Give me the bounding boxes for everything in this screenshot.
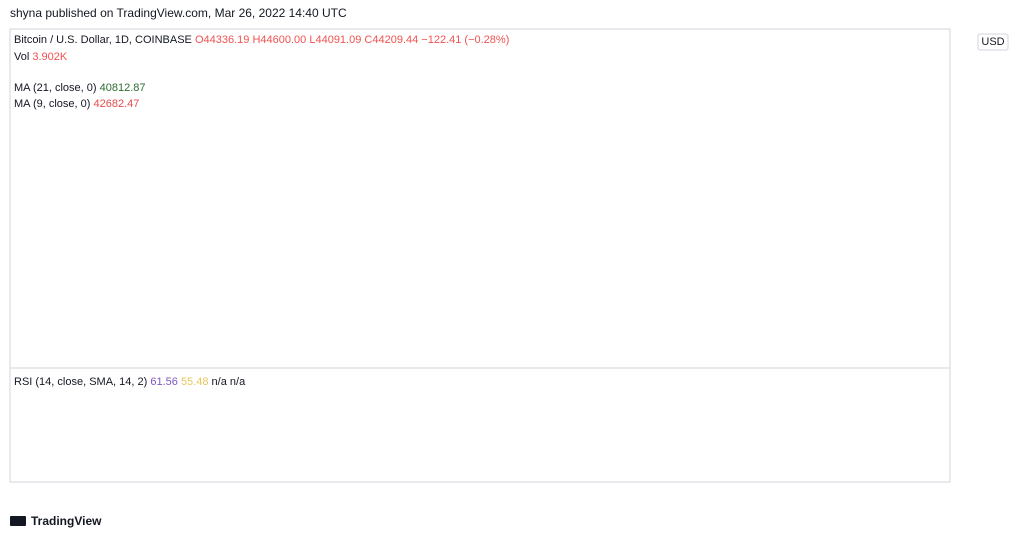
ma21-value: 40812.87 — [100, 82, 146, 94]
ma9-name: MA (9, close, 0) — [14, 98, 90, 110]
na: n/a — [212, 376, 228, 388]
low: L44091.09 — [309, 34, 361, 46]
legend-vol: Vol 3.902K — [14, 51, 68, 63]
rsi-value: 61.56 — [150, 376, 178, 388]
na: n/a — [230, 376, 246, 388]
currency[interactable]: USD — [981, 36, 1004, 48]
ma9-value: 42682.47 — [93, 98, 139, 110]
change: −122.41 (−0.28%) — [421, 34, 509, 46]
close: C44209.44 — [364, 34, 418, 46]
open: O44336.19 — [195, 34, 249, 46]
header: shyna published on TradingView.com, Mar … — [10, 6, 347, 20]
legend-ma9: MA (9, close, 0) 42682.47 — [14, 98, 139, 110]
vol-value: 3.902K — [32, 51, 68, 63]
legend-rsi: RSI (14, close, SMA, 14, 2) 61.56 55.48 … — [14, 376, 246, 388]
rsi-name: RSI (14, close, SMA, 14, 2) — [14, 376, 147, 388]
currency-box[interactable] — [977, 33, 1009, 51]
logo — [10, 516, 26, 526]
high: H44600.00 — [252, 34, 306, 46]
legend-main: Bitcoin / U.S. Dollar, 1D, COINBASE O443… — [14, 34, 509, 46]
legend-ma21: MA (21, close, 0) 40812.87 — [14, 82, 146, 94]
symbol: Bitcoin / U.S. Dollar, 1D, COINBASE — [14, 34, 192, 46]
footer: TradingView — [31, 514, 102, 528]
ma21-name: MA (21, close, 0) — [14, 82, 97, 94]
vol-name: Vol — [14, 51, 29, 63]
plot-frame — [9, 28, 951, 483]
rsi-sma-value: 55.48 — [181, 376, 209, 388]
